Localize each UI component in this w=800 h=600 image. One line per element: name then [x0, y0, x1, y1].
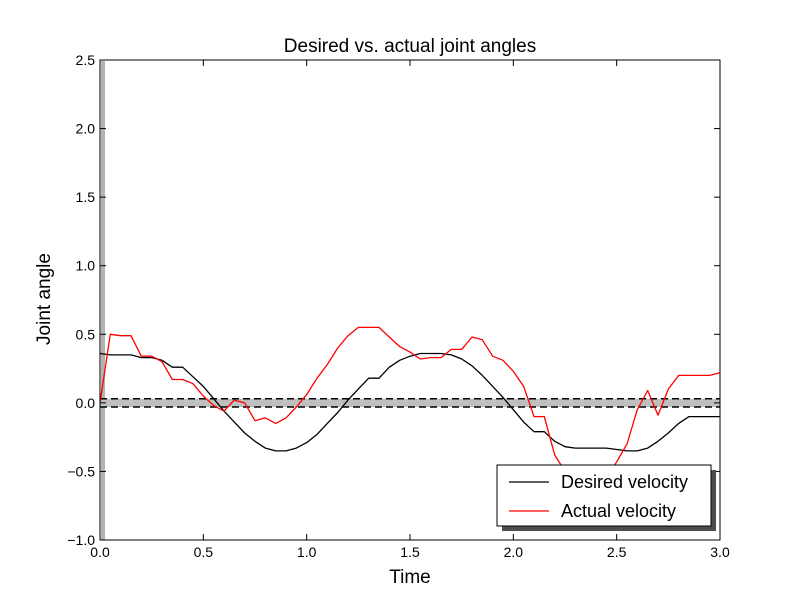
legend-box — [496, 464, 712, 527]
x-tick-label: 1.0 — [297, 544, 317, 560]
tolerance-band — [100, 397, 720, 408]
plot-area — [99, 59, 721, 541]
chart-title: Desired vs. actual joint angles — [284, 36, 536, 57]
series-line-desired-velocity — [100, 352, 720, 452]
y-axis: −1.0 −0.5 0.0 0.5 1.0 1.5 2.0 2.5 — [67, 52, 720, 548]
axes-left-shadow — [101, 61, 105, 540]
series-group — [100, 326, 720, 489]
x-tick-label: 2.5 — [607, 544, 627, 560]
x-tick-label: 0.5 — [194, 544, 214, 560]
y-axis-label: Joint angle — [34, 253, 55, 345]
y-tick-label: −0.5 — [67, 463, 95, 479]
y-tick-label: 0.5 — [76, 326, 96, 342]
legend-label-actual-velocity: Actual velocity — [561, 501, 676, 521]
x-tick-label: 0.0 — [90, 544, 110, 560]
legend: Desired velocity Actual velocity — [496, 464, 716, 531]
y-tick-label: 2.5 — [76, 52, 96, 68]
x-axis-label: Time — [389, 567, 431, 588]
y-tick-label: 2.0 — [76, 121, 96, 137]
y-tick-label: 1.5 — [76, 189, 96, 205]
y-tick-label: 1.0 — [76, 258, 96, 274]
plot-background — [100, 60, 720, 540]
x-axis: 0.0 0.5 1.0 1.5 2.0 2.5 3.0 — [90, 60, 730, 560]
y-tick-label: 0.0 — [76, 395, 96, 411]
x-tick-label: 3.0 — [710, 544, 730, 560]
band-fill — [100, 398, 720, 407]
x-tick-label: 2.0 — [504, 544, 524, 560]
x-tick-label: 1.5 — [400, 544, 420, 560]
y-tick-label: −1.0 — [67, 532, 95, 548]
legend-label-desired-velocity: Desired velocity — [561, 472, 688, 492]
series-line-actual-velocity — [100, 326, 720, 489]
